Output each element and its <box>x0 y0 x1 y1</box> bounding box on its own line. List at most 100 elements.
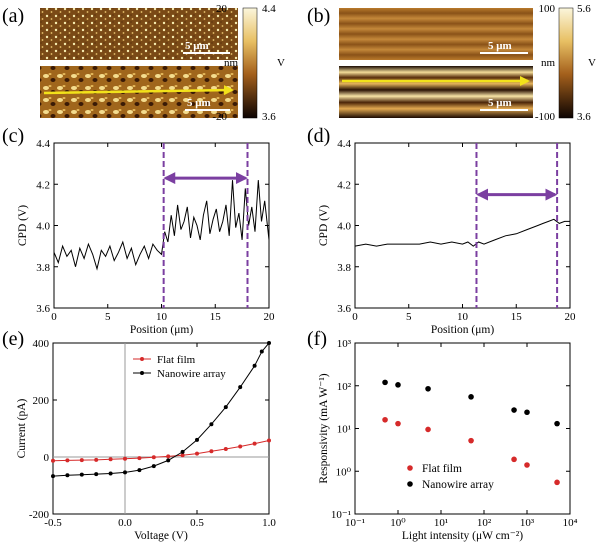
data-point <box>468 394 474 400</box>
data-point <box>79 472 84 477</box>
legend-marker <box>407 481 413 487</box>
x-tick-label: 0.0 <box>118 517 132 529</box>
x-tick-label: 5 <box>406 311 412 323</box>
y-tick-label: 200 <box>33 395 50 407</box>
data-point <box>425 426 431 433</box>
y-tick-label: 10¹ <box>337 424 351 436</box>
legend-marker <box>407 465 413 471</box>
chart-f-responsivity: 10⁻¹ 10⁰ 10¹ 10² 10³ 10⁴10⁻¹10⁰10¹10²10³Light… <box>318 338 578 542</box>
data-point <box>554 420 560 427</box>
plot-frame <box>52 342 270 515</box>
data-point <box>238 444 243 449</box>
data-point <box>137 456 142 461</box>
data-point <box>511 407 517 413</box>
scale-bar-label: 5 μm <box>187 97 211 109</box>
x-axis-label: Position (μm) <box>130 324 194 336</box>
y-tick-label: 10⁰ <box>336 466 352 478</box>
colorbar-b <box>558 7 574 119</box>
y-tick-label: 3.6 <box>337 303 351 315</box>
panel-label-a: (a) <box>2 5 24 27</box>
data-point <box>123 470 127 475</box>
afm-topography-image-b <box>339 8 533 60</box>
y-axis-label: CPD (V) <box>17 205 29 246</box>
x-tick-label: 0 <box>51 311 57 323</box>
data-point <box>511 456 517 463</box>
x-tick-label: 10⁰ <box>390 517 406 529</box>
data-point <box>79 458 84 463</box>
x-axis-label: Light intensity (μW cm⁻²) <box>402 530 523 542</box>
x-tick-label: 10¹ <box>434 517 448 529</box>
data-point <box>94 457 99 462</box>
data-point <box>166 458 171 463</box>
data-point <box>180 449 185 454</box>
x-tick-label: 20 <box>264 311 276 323</box>
x-tick-label: 10² <box>477 517 492 529</box>
y-tick-label: 4.2 <box>337 179 351 191</box>
y-tick-label: 4.4 <box>36 138 50 150</box>
y-tick-label: 4.0 <box>36 221 50 233</box>
chart-d-cpd-nanowire-array: 0 5 10 15 20 3.6 3.8 4.0 4.2 4.4 Position (μm) CPD … <box>318 138 576 336</box>
x-tick-label: 20 <box>565 311 577 323</box>
data-point <box>554 479 560 486</box>
colorbar-unit-nm: nm <box>224 57 239 69</box>
x-tick-label: 10 <box>156 311 168 323</box>
data-point <box>267 341 271 345</box>
legend-label: Flat film <box>157 354 196 366</box>
x-tick-label: 1.0 <box>262 517 276 529</box>
series-line <box>53 180 270 271</box>
y-tick-label: 0 <box>44 452 50 464</box>
data-point <box>137 468 142 473</box>
data-point <box>65 458 70 463</box>
y-tick-label: 3.6 <box>36 303 50 315</box>
panel-label-b: (b) <box>307 5 330 27</box>
x-axis-label: Position (μm) <box>431 324 495 336</box>
data-point <box>123 456 127 461</box>
y-tick-label: 3.8 <box>36 262 50 274</box>
legend-marker <box>140 357 144 361</box>
data-point <box>195 451 199 456</box>
colorbar-max-label: 20 <box>216 3 228 15</box>
data-point <box>382 416 388 423</box>
colorbar-min-label: -20 <box>212 111 227 123</box>
data-point <box>252 441 257 446</box>
data-point <box>395 382 401 388</box>
legend-label: Flat film <box>422 463 462 475</box>
panel-label-d: (d) <box>307 125 330 147</box>
colorbar-unit-v: V <box>277 57 285 69</box>
data-point <box>259 349 264 354</box>
panel-a-images: 5 μm 5 μm 20 -20 nm 4.4 3.6 V <box>40 3 285 123</box>
x-tick-label: 15 <box>210 311 222 323</box>
x-axis-label: Voltage (V) <box>134 530 188 542</box>
panel-label-c: (c) <box>2 125 24 147</box>
x-tick-label: 0.5 <box>190 517 204 529</box>
colorbar-min-label: 3.6 <box>577 111 591 123</box>
colorbar-unit-v: V <box>588 57 596 69</box>
scale-bar-label: 5 μm <box>488 97 512 109</box>
data-point <box>223 447 228 452</box>
scale-bar-label: 5 μm <box>185 40 209 52</box>
colorbar-unit-nm: nm <box>541 57 556 69</box>
x-tick-label: 5 <box>105 311 111 323</box>
data-point <box>395 420 401 427</box>
y-axis-label: Current (pA) <box>16 398 28 458</box>
y-axis-label: CPD (V) <box>318 205 330 246</box>
colorbar-max-label: 100 <box>539 3 556 15</box>
afm-topography-image-a <box>40 8 238 60</box>
colorbar-min-label: 3.6 <box>262 111 276 123</box>
y-tick-label: 3.8 <box>337 262 351 274</box>
x-tick-label: 0 <box>352 311 358 323</box>
legend-marker <box>140 371 144 375</box>
chart-c-cpd-flat-film: 0 5 10 15 20 3.6 3.8 4.0 4.2 4.4 Position (μm) CPD … <box>17 138 275 336</box>
data-point <box>209 449 214 454</box>
y-tick-label: 400 <box>33 338 50 350</box>
data-point <box>108 457 113 462</box>
data-point <box>65 473 70 478</box>
data-point <box>468 437 474 444</box>
x-tick-label: -0.5 <box>44 517 62 529</box>
data-point <box>94 472 99 477</box>
scale-bar-label: 5 μm <box>488 40 512 52</box>
series-line <box>354 218 570 247</box>
data-point <box>267 438 271 443</box>
colorbar-min-label: -100 <box>535 111 556 123</box>
